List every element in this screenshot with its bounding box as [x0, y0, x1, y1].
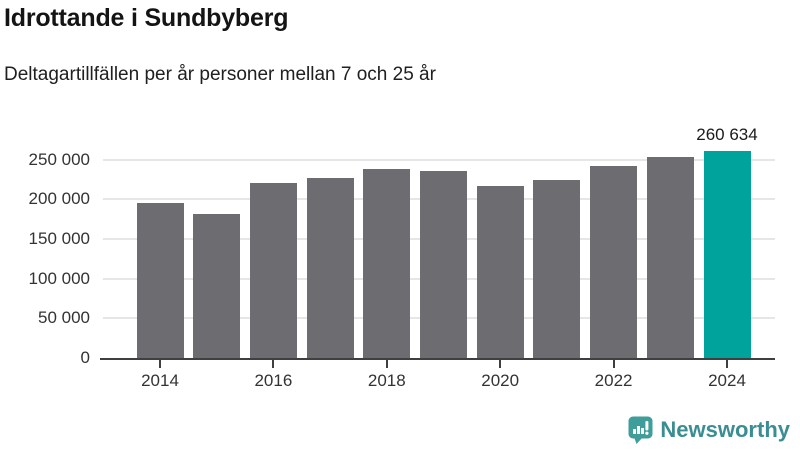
x-axis-tick [159, 360, 161, 368]
bar-2019 [420, 170, 467, 358]
newsworthy-chart-bubble-icon [628, 416, 653, 444]
chart-subtitle: Deltagartillfällen per år personer mella… [4, 64, 436, 85]
bar-2016 [249, 183, 297, 358]
x-axis-label: 2014 [141, 371, 179, 390]
y-axis-label: 250 000 [28, 149, 90, 169]
y-axis-label: 100 000 [28, 268, 90, 288]
bar-2024 [703, 151, 751, 358]
bar-2020 [476, 185, 524, 358]
x-axis-tick [272, 360, 275, 368]
y-axis-label: 50 000 [38, 308, 90, 328]
x-axis-line [100, 358, 775, 360]
value-annotation: 260 634 [696, 125, 758, 145]
bar-2017 [306, 177, 354, 358]
x-axis-label: 2016 [254, 371, 293, 390]
bar-2023 [646, 157, 694, 358]
bar-2015 [193, 213, 241, 358]
newsworthy-brand-text: Newsworthy [660, 417, 790, 442]
newsworthy-logo[interactable]: Newsworthy [628, 414, 790, 446]
bar-2014 [136, 203, 184, 358]
chart-title: Idrottande i Sundbyberg [4, 4, 289, 32]
bar-2022 [590, 166, 638, 358]
x-axis-label: 2024 [708, 371, 746, 390]
x-axis-tick [385, 360, 388, 368]
gridline-250000 [103, 158, 775, 161]
x-axis-label: 2020 [481, 371, 520, 390]
bar-2018 [363, 169, 411, 358]
x-axis-label: 2022 [594, 371, 633, 390]
x-axis-tick [499, 360, 502, 368]
y-axis-label: 0 [80, 348, 90, 367]
y-axis-label: 150 000 [28, 229, 90, 249]
bar-2021 [533, 179, 581, 358]
x-axis-tick [612, 360, 615, 368]
x-axis-label: 2018 [367, 371, 406, 390]
x-axis-tick [726, 360, 728, 368]
y-axis-label: 200 000 [28, 189, 90, 209]
